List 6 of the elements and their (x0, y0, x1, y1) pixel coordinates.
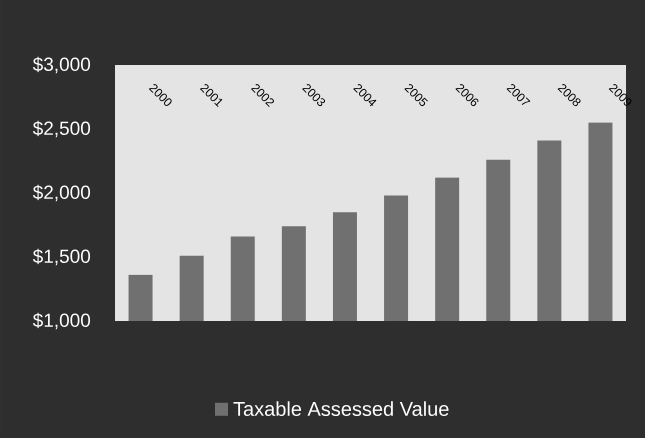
y-tick-label: $2,500 (32, 120, 90, 138)
y-tick-label: $1,000 (32, 312, 90, 330)
y-tick-label: $2,000 (32, 184, 90, 202)
legend-label: Taxable Assessed Value (233, 401, 449, 416)
y-tick-label: $1,500 (32, 248, 90, 266)
y-tick-label: $3,000 (32, 56, 90, 74)
